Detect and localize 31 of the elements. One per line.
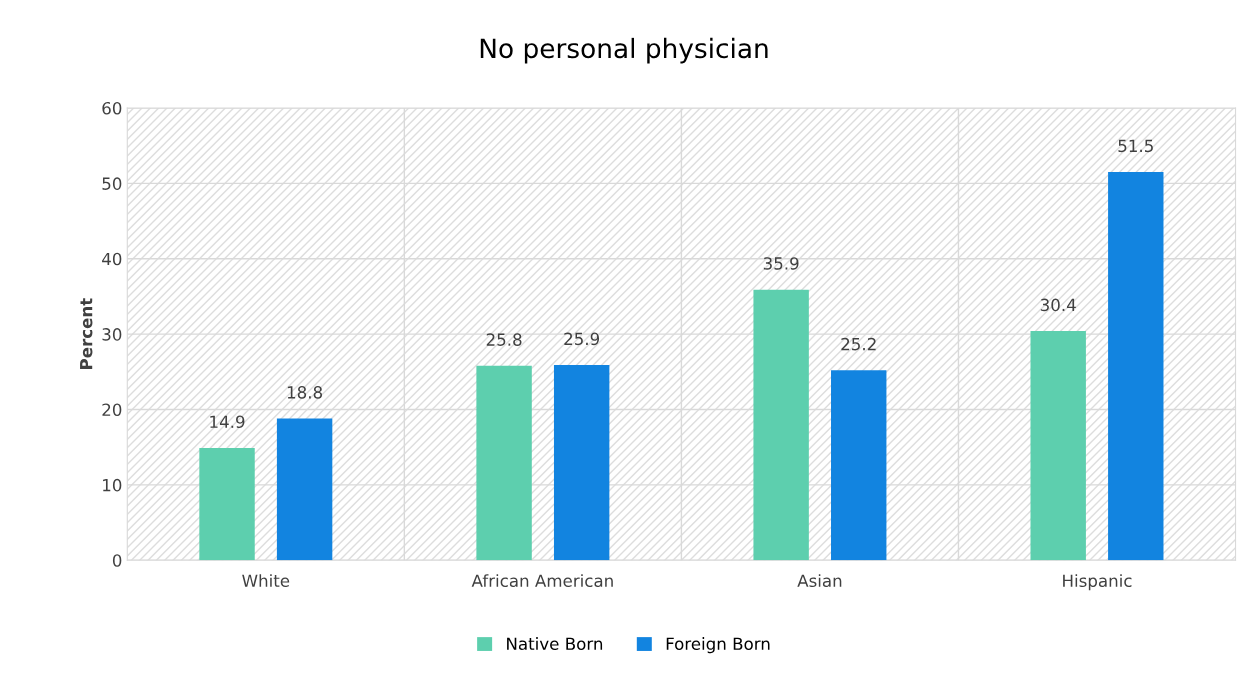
- y-tick-label: 60: [102, 101, 122, 115]
- legend-label: Foreign Born: [666, 637, 770, 654]
- data-label: 30.4: [1040, 298, 1076, 312]
- bar: [476, 365, 532, 561]
- x-tick-label: Hispanic: [1063, 574, 1132, 591]
- data-label: 35.9: [763, 257, 799, 270]
- x-tick-label: Asian: [797, 574, 842, 588]
- bar: [1030, 331, 1086, 561]
- data-label: 25.2: [841, 337, 876, 351]
- y-axis-title: Percent: [80, 298, 93, 369]
- y-tick-label: 40: [102, 252, 122, 266]
- x-tick-label: African American: [471, 574, 613, 588]
- bar: [753, 289, 809, 561]
- y-tick-label: 50: [102, 177, 122, 190]
- legend-label: Native Born: [507, 637, 603, 651]
- x-tick-label: White: [242, 574, 290, 588]
- bar: [553, 365, 610, 561]
- data-label: 14.9: [210, 415, 245, 429]
- bar: [831, 370, 887, 561]
- bar: [1108, 172, 1164, 561]
- data-label: 25.9: [564, 332, 600, 346]
- bar: [199, 447, 255, 561]
- y-tick-label: 0: [112, 554, 122, 567]
- data-label: 51.5: [1118, 139, 1153, 153]
- y-tick-label: 30: [102, 328, 122, 341]
- y-tick-label: 10: [103, 478, 122, 492]
- data-label: 25.8: [486, 333, 522, 346]
- chart-title: No personal physician: [480, 37, 768, 64]
- data-label: 18.8: [287, 386, 323, 399]
- y-tick-label: 20: [102, 403, 122, 417]
- bar: [276, 418, 333, 561]
